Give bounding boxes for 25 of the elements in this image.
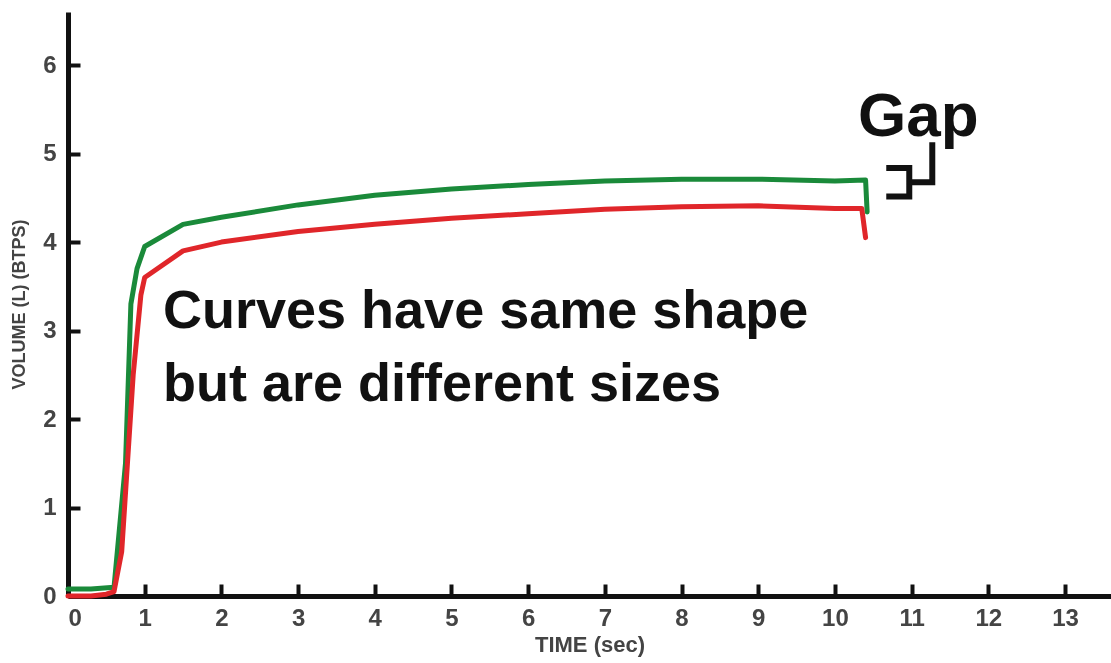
x-tick-label: 10 — [822, 603, 849, 631]
x-tick-label: 3 — [291, 603, 306, 631]
x-tick-label: 6 — [521, 603, 536, 631]
x-tick-label: 8 — [675, 603, 689, 631]
y-tick-label: 0 — [43, 581, 57, 609]
y-axis-title: VOLUME (L) (BTPS) — [9, 219, 30, 390]
x-tick-label: 11 — [899, 603, 925, 631]
x-tick-label: 7 — [598, 603, 613, 631]
annotation: Curves have same shape but are different sizes — [163, 279, 809, 412]
x-tick-label: 1 — [138, 603, 152, 631]
x-axis-title: TIME (sec) — [534, 631, 646, 657]
x-tick-label: 5 — [445, 603, 459, 631]
x-tick-label: 9 — [752, 603, 766, 631]
y-tick-label: 6 — [43, 50, 57, 78]
annotation: Gap — [858, 80, 979, 149]
x-tick-label: 12 — [975, 603, 1003, 631]
y-tick-label: 1 — [43, 493, 57, 521]
x-tick-label: 0 — [68, 603, 82, 631]
y-tick-label: 5 — [43, 139, 57, 167]
x-tick-label: 4 — [368, 603, 383, 631]
x-tick-label: 13 — [1052, 603, 1079, 631]
y-tick-label: 2 — [43, 404, 57, 432]
y-tick-label: 3 — [43, 316, 57, 344]
y-tick-label: 4 — [43, 227, 58, 255]
x-tick-label: 2 — [215, 603, 229, 631]
